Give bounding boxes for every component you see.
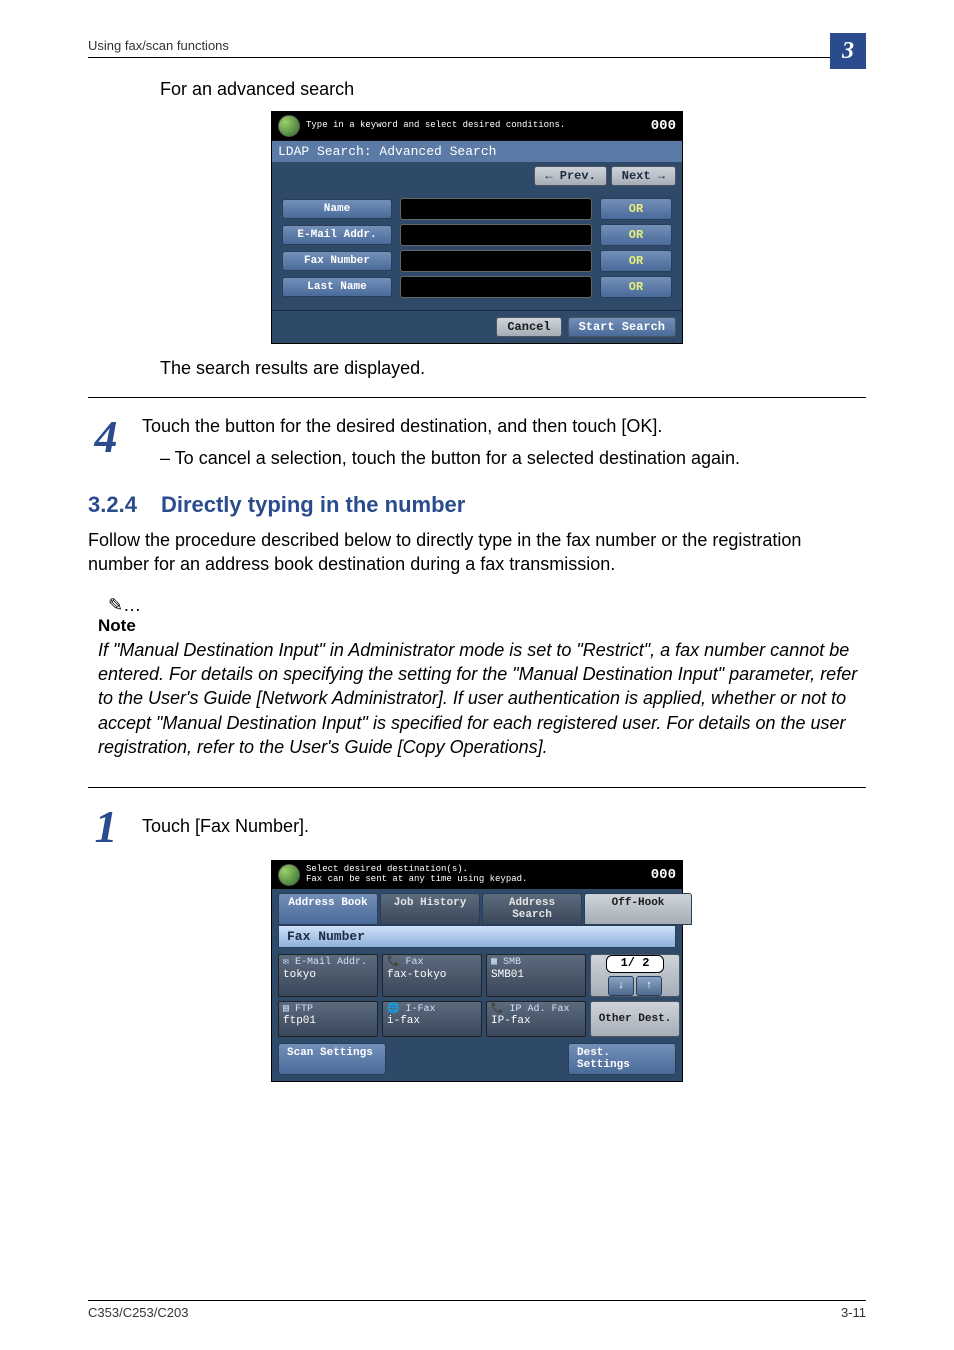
- dest-fax[interactable]: 📞 Faxfax-tokyo: [382, 954, 482, 996]
- chapter-number-badge: 3: [830, 33, 866, 69]
- logic-button[interactable]: OR: [600, 276, 672, 298]
- fax-icon: 📞: [387, 957, 399, 968]
- search-field-row: Name OR: [282, 198, 672, 220]
- globe-icon: [278, 864, 300, 886]
- field-input[interactable]: [400, 198, 592, 220]
- dest-email[interactable]: ✉ E-Mail Addr.tokyo: [278, 954, 378, 996]
- arrow-right-icon: →: [658, 169, 665, 183]
- field-label-button[interactable]: Name: [282, 199, 392, 219]
- page-footer: C353/C253/C203 3-11: [88, 1300, 866, 1320]
- cancel-button[interactable]: Cancel: [496, 317, 561, 337]
- next-button[interactable]: Next →: [611, 166, 676, 186]
- dest-ftp[interactable]: ▤ FTPftp01: [278, 1001, 378, 1037]
- topbar-hint: Select desired destination(s). Fax can b…: [306, 865, 645, 885]
- section-heading: 3.2.4Directly typing in the number: [88, 492, 866, 518]
- footer-model: C353/C253/C203: [88, 1305, 188, 1320]
- dest-ifax[interactable]: 🌐 I-Faxi-fax: [382, 1001, 482, 1037]
- intro-text: For an advanced search: [160, 77, 866, 101]
- page-up-button[interactable]: ↑: [636, 976, 662, 996]
- running-header: Using fax/scan functions: [88, 38, 866, 57]
- email-icon: ✉: [283, 957, 289, 968]
- step-number: 4: [88, 414, 124, 460]
- offhook-button[interactable]: Off-Hook: [584, 893, 692, 925]
- field-input[interactable]: [400, 224, 592, 246]
- breadcrumb: LDAP Search: Advanced Search: [272, 140, 682, 162]
- page-indicator: 1/ 2 ↓ ↑: [590, 954, 680, 996]
- results-text: The search results are displayed.: [160, 356, 866, 380]
- note-icon: ✎…: [108, 595, 866, 616]
- step-text: Touch the button for the desired destina…: [142, 414, 866, 438]
- field-label-button[interactable]: Last Name: [282, 277, 392, 297]
- topbar-hint: Type in a keyword and select desired con…: [306, 121, 645, 131]
- note-label: Note: [98, 616, 866, 636]
- field-label-button[interactable]: Fax Number: [282, 251, 392, 271]
- fax-number-screenshot: Select desired destination(s). Fax can b…: [271, 860, 683, 1082]
- dest-settings-button[interactable]: Dest. Settings: [568, 1043, 676, 1075]
- arrow-left-icon: ←: [545, 169, 552, 183]
- ldap-advanced-search-screenshot: Type in a keyword and select desired con…: [271, 111, 683, 344]
- logic-button[interactable]: OR: [600, 224, 672, 246]
- globe-icon: [278, 115, 300, 137]
- search-field-row: E-Mail Addr. OR: [282, 224, 672, 246]
- logic-button[interactable]: OR: [600, 198, 672, 220]
- prev-button[interactable]: ← Prev.: [534, 166, 606, 186]
- scan-settings-button[interactable]: Scan Settings: [278, 1043, 386, 1075]
- ipfax-icon: 📞: [491, 1004, 503, 1015]
- smb-icon: ▦: [491, 957, 497, 968]
- step-text: Touch [Fax Number].: [142, 804, 866, 838]
- tab-address-book[interactable]: Address Book: [278, 893, 378, 925]
- search-field-row: Last Name OR: [282, 276, 672, 298]
- tab-job-history[interactable]: Job History: [380, 893, 480, 925]
- job-counter: 000: [651, 867, 676, 883]
- subhead-fax-number: Fax Number: [278, 925, 676, 948]
- field-input[interactable]: [400, 276, 592, 298]
- step-bullet: – To cancel a selection, touch the butto…: [160, 446, 866, 470]
- ftp-icon: ▤: [283, 1004, 289, 1015]
- field-input[interactable]: [400, 250, 592, 272]
- search-field-row: Fax Number OR: [282, 250, 672, 272]
- section-body: Follow the procedure described below to …: [88, 528, 866, 577]
- page-down-button[interactable]: ↓: [608, 976, 634, 996]
- tab-address-search[interactable]: Address Search: [482, 893, 582, 925]
- job-counter: 000: [651, 118, 676, 134]
- ifax-icon: 🌐: [387, 1004, 399, 1015]
- start-search-button[interactable]: Start Search: [568, 317, 676, 337]
- other-dest-button[interactable]: Other Dest.: [590, 1001, 680, 1037]
- logic-button[interactable]: OR: [600, 250, 672, 272]
- footer-page-number: 3-11: [841, 1305, 866, 1320]
- step-number: 1: [88, 804, 124, 850]
- note-body: If "Manual Destination Input" in Adminis…: [98, 638, 866, 759]
- dest-smb[interactable]: ▦ SMBSMB01: [486, 954, 586, 996]
- field-label-button[interactable]: E-Mail Addr.: [282, 225, 392, 245]
- dest-ipfax[interactable]: 📞 IP Ad. FaxIP-fax: [486, 1001, 586, 1037]
